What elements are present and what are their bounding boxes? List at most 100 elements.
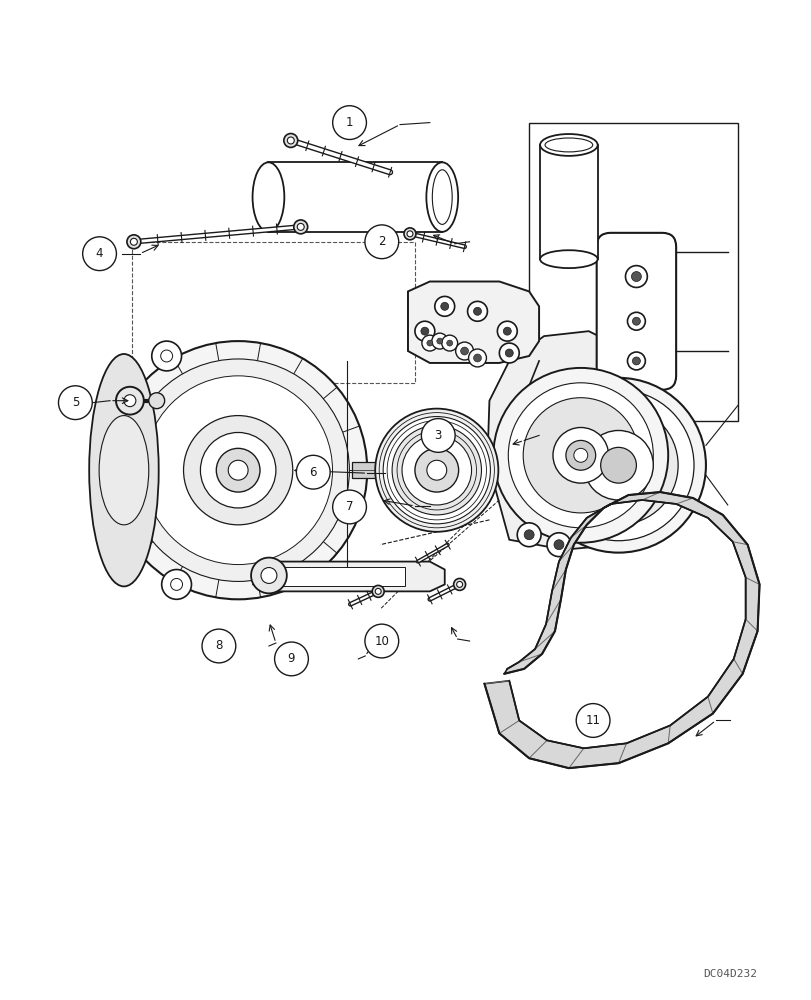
Circle shape xyxy=(144,376,332,565)
Circle shape xyxy=(260,568,277,583)
Circle shape xyxy=(333,106,366,139)
Polygon shape xyxy=(352,462,451,478)
Circle shape xyxy=(297,223,304,230)
Ellipse shape xyxy=(99,416,148,525)
Circle shape xyxy=(216,448,260,492)
Circle shape xyxy=(524,530,534,540)
Polygon shape xyxy=(487,331,667,550)
Circle shape xyxy=(420,327,428,335)
FancyBboxPatch shape xyxy=(596,233,676,390)
Ellipse shape xyxy=(539,134,597,156)
Circle shape xyxy=(161,350,173,362)
Circle shape xyxy=(183,416,293,525)
Text: 8: 8 xyxy=(215,639,222,652)
Circle shape xyxy=(333,490,366,524)
Ellipse shape xyxy=(89,354,158,586)
Circle shape xyxy=(228,460,248,480)
Circle shape xyxy=(161,570,191,599)
Circle shape xyxy=(109,341,367,599)
Ellipse shape xyxy=(426,162,457,232)
Circle shape xyxy=(553,540,563,550)
Circle shape xyxy=(504,349,513,357)
Text: 2: 2 xyxy=(378,235,385,248)
FancyBboxPatch shape xyxy=(281,567,405,586)
Circle shape xyxy=(274,642,308,676)
Circle shape xyxy=(517,523,540,547)
Circle shape xyxy=(294,220,307,234)
Circle shape xyxy=(152,341,182,371)
Circle shape xyxy=(127,235,140,249)
Circle shape xyxy=(558,406,677,525)
Ellipse shape xyxy=(431,170,452,224)
Circle shape xyxy=(58,386,92,420)
Circle shape xyxy=(530,378,705,553)
Circle shape xyxy=(422,335,437,351)
Circle shape xyxy=(624,266,646,287)
Circle shape xyxy=(401,435,471,505)
Ellipse shape xyxy=(544,138,592,152)
Circle shape xyxy=(573,448,587,462)
Circle shape xyxy=(441,335,457,351)
Circle shape xyxy=(543,390,693,541)
Circle shape xyxy=(414,448,458,492)
Circle shape xyxy=(251,558,286,593)
Circle shape xyxy=(460,347,468,355)
Circle shape xyxy=(202,629,235,663)
Circle shape xyxy=(576,704,609,737)
Circle shape xyxy=(497,321,517,341)
Circle shape xyxy=(364,624,398,658)
Text: 5: 5 xyxy=(71,396,79,409)
Circle shape xyxy=(440,302,448,310)
Circle shape xyxy=(375,409,498,532)
Circle shape xyxy=(468,349,486,367)
Circle shape xyxy=(467,301,487,321)
Circle shape xyxy=(116,387,144,415)
Circle shape xyxy=(200,432,276,508)
Circle shape xyxy=(473,354,481,362)
Text: 6: 6 xyxy=(309,466,316,479)
Circle shape xyxy=(287,137,294,144)
Circle shape xyxy=(406,231,413,237)
Circle shape xyxy=(296,455,330,489)
Circle shape xyxy=(455,342,473,360)
Circle shape xyxy=(434,296,454,316)
Circle shape xyxy=(148,393,165,409)
Circle shape xyxy=(446,340,452,346)
Circle shape xyxy=(632,357,640,365)
Polygon shape xyxy=(539,145,597,259)
Circle shape xyxy=(124,395,135,407)
Polygon shape xyxy=(529,123,737,421)
Text: 7: 7 xyxy=(345,500,353,513)
Text: DC04D232: DC04D232 xyxy=(702,969,757,979)
Text: 9: 9 xyxy=(287,652,295,665)
Circle shape xyxy=(284,134,298,147)
Circle shape xyxy=(552,427,608,483)
Circle shape xyxy=(436,338,442,344)
Circle shape xyxy=(83,237,116,271)
Polygon shape xyxy=(253,562,444,591)
Text: 3: 3 xyxy=(434,429,441,442)
Polygon shape xyxy=(407,282,539,363)
Text: 11: 11 xyxy=(585,714,600,727)
Circle shape xyxy=(427,340,432,346)
Circle shape xyxy=(583,430,653,500)
Circle shape xyxy=(565,440,595,470)
Circle shape xyxy=(364,225,398,259)
Circle shape xyxy=(131,238,137,245)
Circle shape xyxy=(547,533,570,557)
Polygon shape xyxy=(268,162,442,232)
Circle shape xyxy=(392,426,481,515)
Ellipse shape xyxy=(539,250,597,268)
Circle shape xyxy=(127,359,349,581)
Circle shape xyxy=(632,317,640,325)
Text: 10: 10 xyxy=(374,635,388,648)
Circle shape xyxy=(414,321,434,341)
Circle shape xyxy=(473,307,481,315)
Circle shape xyxy=(508,383,653,528)
Circle shape xyxy=(522,398,637,513)
Circle shape xyxy=(493,368,667,543)
Polygon shape xyxy=(484,492,758,768)
Circle shape xyxy=(627,352,645,370)
Circle shape xyxy=(600,447,636,483)
Text: 4: 4 xyxy=(96,247,103,260)
